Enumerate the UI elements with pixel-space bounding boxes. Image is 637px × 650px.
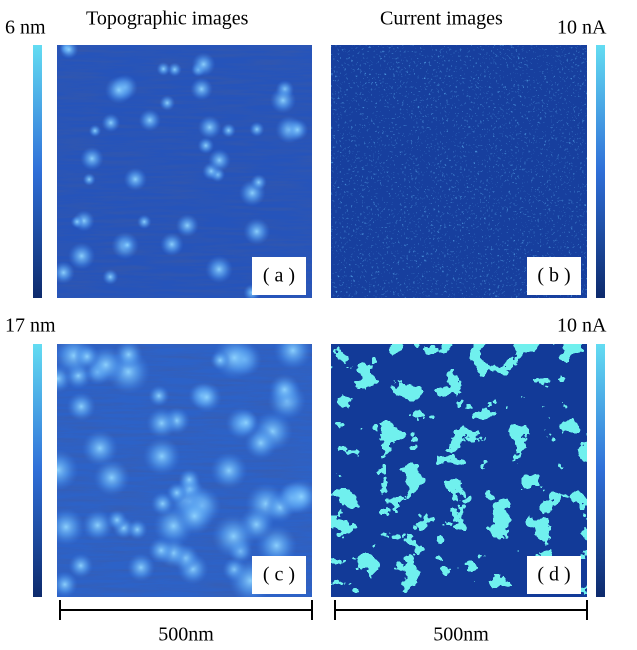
grain — [89, 125, 102, 138]
grain — [105, 76, 133, 104]
grain — [192, 52, 216, 76]
grain — [124, 168, 147, 191]
grain — [205, 256, 233, 284]
grain — [143, 437, 181, 475]
panel-label: ( d ) — [537, 564, 570, 586]
grain — [93, 459, 130, 496]
grain — [148, 385, 169, 406]
grain — [286, 119, 308, 141]
scale-label: 6 nm — [5, 17, 46, 39]
colorbar — [33, 344, 42, 597]
grain — [221, 123, 235, 137]
grain — [250, 174, 267, 191]
grain — [148, 537, 174, 563]
scale-label: 17 nm — [5, 315, 56, 337]
column-title: Topographic images — [86, 8, 249, 30]
figure: 6 nm Topographic images Current images 1… — [0, 0, 637, 650]
grain — [37, 449, 79, 491]
scale-bar-label: 500nm — [158, 624, 214, 646]
grain — [176, 497, 214, 535]
grain — [67, 392, 96, 421]
grain — [52, 261, 75, 284]
grain — [284, 479, 319, 514]
panel-label: ( b ) — [537, 265, 570, 287]
panel-label-box: ( a ) — [252, 257, 306, 295]
panel-label: ( c ) — [263, 564, 295, 586]
panel-label-box: ( d ) — [527, 556, 581, 594]
scale-bar-label: 500nm — [433, 624, 489, 646]
grain — [270, 87, 296, 113]
grain — [210, 452, 247, 489]
grain — [198, 116, 222, 140]
grain — [146, 408, 177, 439]
grain — [101, 113, 120, 132]
grain — [127, 519, 148, 540]
scale-bar — [60, 600, 312, 620]
grain — [212, 514, 256, 558]
scale-label: 10 nA — [557, 17, 607, 39]
column-title: Current images — [380, 8, 503, 30]
grain — [210, 350, 230, 370]
colorbar — [596, 45, 605, 298]
grain — [71, 215, 84, 228]
grain — [83, 173, 96, 186]
grain — [243, 218, 270, 245]
grain — [244, 427, 277, 460]
panel-label: ( a ) — [263, 265, 295, 287]
grain — [274, 331, 312, 369]
grain — [191, 382, 221, 412]
grain — [160, 233, 184, 257]
colorbar — [596, 344, 605, 597]
grain — [166, 482, 187, 503]
grain — [52, 571, 78, 597]
grain — [59, 40, 78, 59]
grain — [249, 122, 264, 137]
scale-label: 10 nA — [557, 315, 607, 337]
panel-label-box: ( c ) — [252, 556, 306, 594]
grain — [176, 214, 199, 237]
grain — [47, 508, 85, 546]
colorbar — [33, 45, 42, 298]
grain — [139, 109, 161, 131]
grain — [156, 62, 170, 76]
grain — [107, 510, 128, 531]
panel-label-box: ( b ) — [527, 257, 581, 295]
grain — [80, 147, 104, 171]
grain — [269, 374, 301, 406]
scale-bar — [335, 600, 587, 620]
grain — [102, 269, 118, 285]
grain — [190, 78, 213, 101]
grain — [74, 344, 100, 370]
grain — [159, 95, 175, 111]
grain — [137, 215, 152, 230]
grain — [198, 137, 215, 154]
grain — [208, 149, 231, 172]
grain — [121, 239, 133, 251]
